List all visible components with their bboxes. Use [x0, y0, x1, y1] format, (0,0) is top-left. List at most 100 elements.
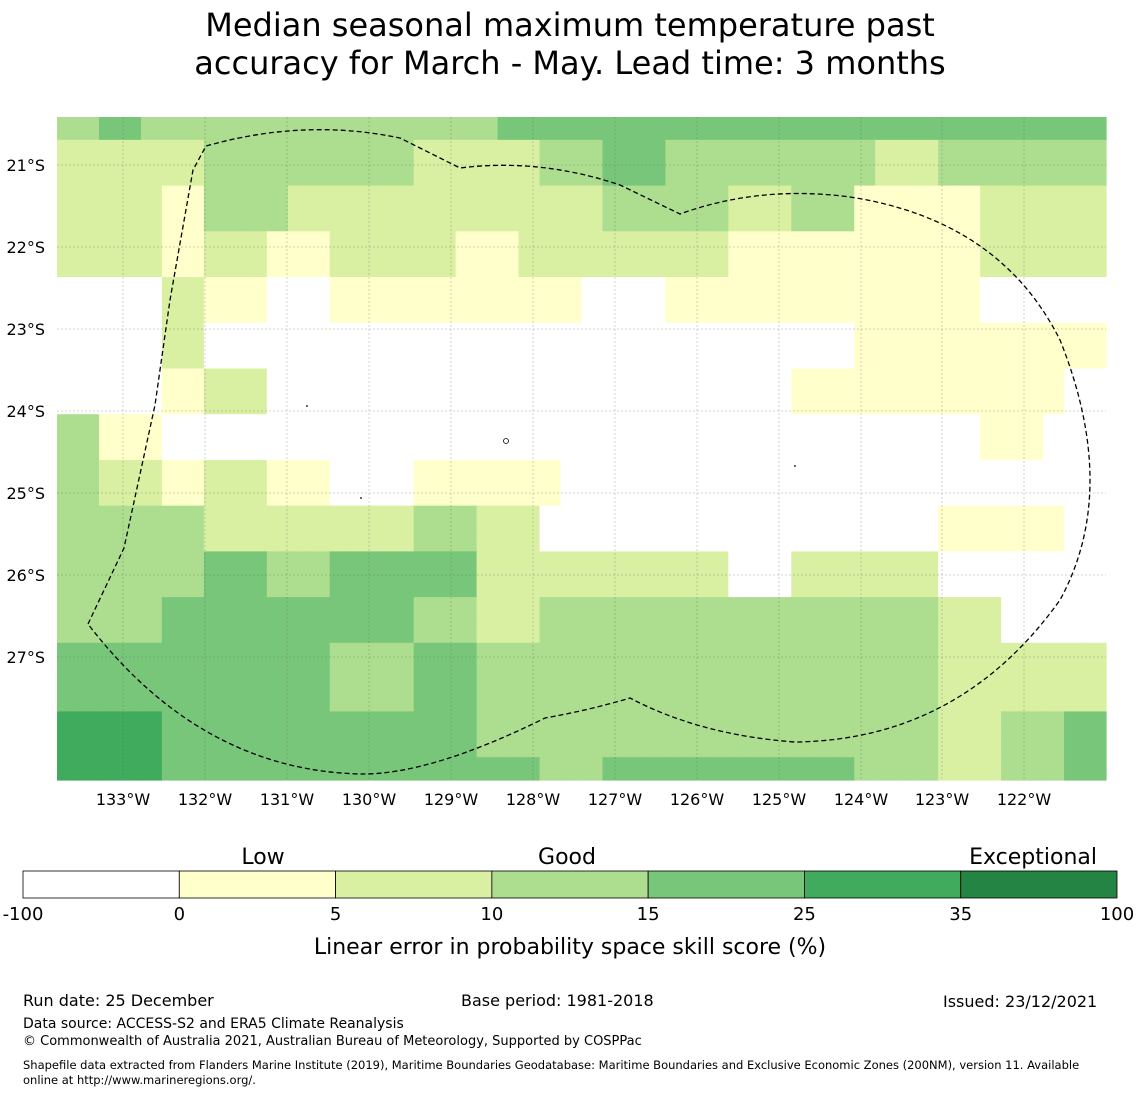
grid-cell: [896, 551, 918, 575]
grid-cell: [602, 505, 625, 530]
grid-cell: [182, 231, 205, 255]
grid-cell: [980, 277, 1002, 301]
grid-cell: [140, 619, 163, 644]
grid-cell: [476, 368, 499, 392]
grid-cell: [812, 254, 834, 278]
grid-cell: [119, 208, 142, 232]
grid-cell: [602, 757, 625, 781]
grid-cell: [980, 642, 1002, 667]
grid-cell: [623, 414, 646, 438]
grid-cell: [707, 117, 729, 141]
grid-cell: [770, 139, 792, 164]
grid-cell: [812, 368, 834, 392]
colorbar-tick-label: 35: [949, 904, 972, 925]
grid-cell: [1064, 414, 1086, 438]
grid-cell: [57, 368, 79, 392]
grid-cell: [560, 277, 583, 301]
grid-cell: [833, 414, 855, 438]
grid-cell: [57, 711, 79, 735]
grid-cell: [896, 162, 918, 187]
grid-cell: [854, 231, 876, 255]
grid-cell: [1085, 734, 1107, 758]
grid-cell: [119, 391, 142, 415]
grid-cell: [602, 117, 625, 141]
grid-cell: [833, 391, 855, 415]
grid-cell: [1085, 688, 1107, 713]
grid-cell: [455, 117, 478, 141]
grid-cell: [1022, 391, 1044, 415]
longitude-label: 123°W: [915, 790, 970, 809]
grid-cell: [812, 505, 834, 530]
grid-cell: [413, 208, 436, 232]
grid-cell: [770, 551, 792, 575]
grid-cell: [266, 254, 289, 278]
grid-cell: [392, 162, 415, 187]
grid-cell: [707, 505, 729, 530]
grid-cell: [707, 574, 729, 598]
grid-cell: [434, 551, 457, 575]
grid-cell: [896, 277, 918, 301]
grid-cell: [98, 528, 121, 552]
grid-cell: [77, 505, 100, 530]
grid-cell: [77, 734, 100, 758]
grid-cell: [812, 482, 834, 507]
grid-cell: [245, 139, 268, 164]
map-title: Median seasonal maximum temperature past…: [0, 6, 1140, 82]
grid-cell: [98, 574, 121, 598]
grid-cell: [392, 597, 415, 621]
grid-cell: [938, 162, 960, 187]
grid-cell: [1085, 551, 1107, 575]
grid-cell: [560, 528, 583, 552]
grid-cell: [896, 528, 918, 552]
grid-cell: [476, 185, 499, 210]
grid-cell: [119, 117, 142, 141]
grid-cell: [1001, 162, 1023, 187]
grid-cell: [980, 437, 1002, 461]
grid-cell: [875, 345, 897, 370]
grid-cell: [119, 345, 142, 370]
grid-cell: [686, 437, 708, 461]
grid-cell: [791, 734, 813, 758]
grid-cell: [665, 345, 687, 370]
grid-cell: [329, 757, 352, 781]
grid-cell: [707, 391, 729, 415]
grid-cell: [938, 231, 960, 255]
grid-cell: [707, 231, 729, 255]
grid-cell: [329, 734, 352, 758]
grid-cell: [434, 757, 457, 781]
grid-cell: [119, 551, 142, 575]
grid-cell: [98, 597, 121, 621]
grid-cell: [77, 299, 100, 324]
grid-cell: [1085, 162, 1107, 187]
grid-cell: [749, 231, 771, 255]
grid-cell: [497, 254, 520, 278]
grid-cell: [119, 528, 142, 552]
grid-cell: [791, 505, 813, 530]
grid-cell: [623, 665, 646, 690]
grid-cell: [539, 139, 562, 164]
grid-cell: [644, 619, 667, 644]
grid-cell: [518, 528, 541, 552]
grid-cell: [182, 185, 205, 210]
grid-cell: [917, 368, 939, 392]
grid-cell: [917, 757, 939, 781]
grid-cell: [959, 597, 981, 621]
grid-cell: [833, 551, 855, 575]
grid-cell: [686, 757, 708, 781]
grid-cell: [581, 665, 604, 690]
grid-cell: [434, 185, 457, 210]
grid-cell: [833, 574, 855, 598]
grid-cell: [1022, 162, 1044, 187]
grid-cell: [455, 345, 478, 370]
grid-cell: [1064, 117, 1086, 141]
grid-cell: [245, 368, 268, 392]
grid-cell: [623, 322, 646, 347]
grid-cell: [791, 528, 813, 552]
grid-cell: [497, 208, 520, 232]
grid-cell: [161, 391, 184, 415]
grid-cell: [392, 688, 415, 713]
grid-cell: [602, 185, 625, 210]
grid-cell: [308, 414, 331, 438]
grid-cell: [350, 117, 373, 141]
grid-cell: [77, 345, 100, 370]
